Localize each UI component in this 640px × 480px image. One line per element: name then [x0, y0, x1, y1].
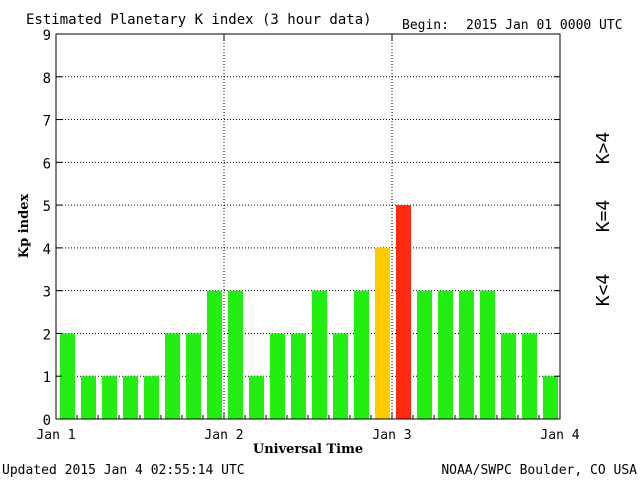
kp-bar: [438, 290, 453, 419]
y-tick-label: 4: [43, 242, 51, 258]
x-ticks: Jan 1 Jan 2 Jan 3 Jan 4: [36, 34, 580, 443]
begin-label: Begin:: [402, 18, 449, 33]
kp-bar: [60, 333, 75, 419]
kp-bar: [375, 247, 390, 419]
y-tick-label: 5: [43, 199, 51, 215]
legend-above: K>4: [593, 132, 614, 165]
legend-equal: K=4: [593, 200, 614, 233]
kp-bar: [480, 290, 495, 419]
kp-bar: [102, 376, 117, 419]
kp-bar: [459, 290, 474, 419]
kp-bar: [249, 376, 264, 419]
x-tick-label: Jan 2: [204, 428, 243, 443]
kp-bar: [186, 333, 201, 419]
y-tick-label: 9: [43, 28, 51, 44]
grid-lines: [56, 34, 560, 419]
source-credit: NOAA/SWPC Boulder, CO USA: [441, 463, 637, 478]
y-tick-label: 2: [43, 327, 51, 343]
y-tick-label: 6: [43, 156, 51, 172]
x-axis-label: Universal Time: [253, 442, 363, 457]
kp-bar: [270, 333, 285, 419]
y-ticks: 0 1 2 3 4 5 6 7 8 9: [43, 28, 560, 429]
y-axis-label: Kp index: [17, 194, 32, 259]
kp-bar: [123, 376, 138, 419]
bars: [60, 205, 558, 419]
kp-bar: [501, 333, 516, 419]
y-tick-label: 0: [43, 413, 51, 429]
kp-bar: [417, 290, 432, 419]
kp-bar: [396, 205, 411, 419]
legend-below: K<4: [593, 274, 614, 307]
y-tick-label: 7: [43, 114, 51, 130]
kp-bar: [522, 333, 537, 419]
kp-bar: [354, 290, 369, 419]
x-tick-label: Jan 1: [36, 428, 75, 443]
kp-bar: [144, 376, 159, 419]
y-tick-label: 3: [43, 285, 51, 301]
kp-bar: [228, 290, 243, 419]
kp-bar: [312, 290, 327, 419]
kp-bar: [81, 376, 96, 419]
x-tick-label: Jan 3: [372, 428, 411, 443]
begin-value: 2015 Jan 01 0000 UTC: [466, 18, 623, 33]
x-tick-label: Jan 4: [540, 428, 579, 443]
y-tick-label: 8: [43, 71, 51, 87]
updated-timestamp: Updated 2015 Jan 4 02:55:14 UTC: [2, 463, 245, 478]
chart-title: Estimated Planetary K index (3 hour data…: [26, 12, 372, 28]
kp-bar: [543, 376, 558, 419]
y-tick-label: 1: [43, 370, 51, 386]
kp-bar: [291, 333, 306, 419]
kp-bar: [165, 333, 180, 419]
kp-bar: [207, 290, 222, 419]
kp-bar: [333, 333, 348, 419]
